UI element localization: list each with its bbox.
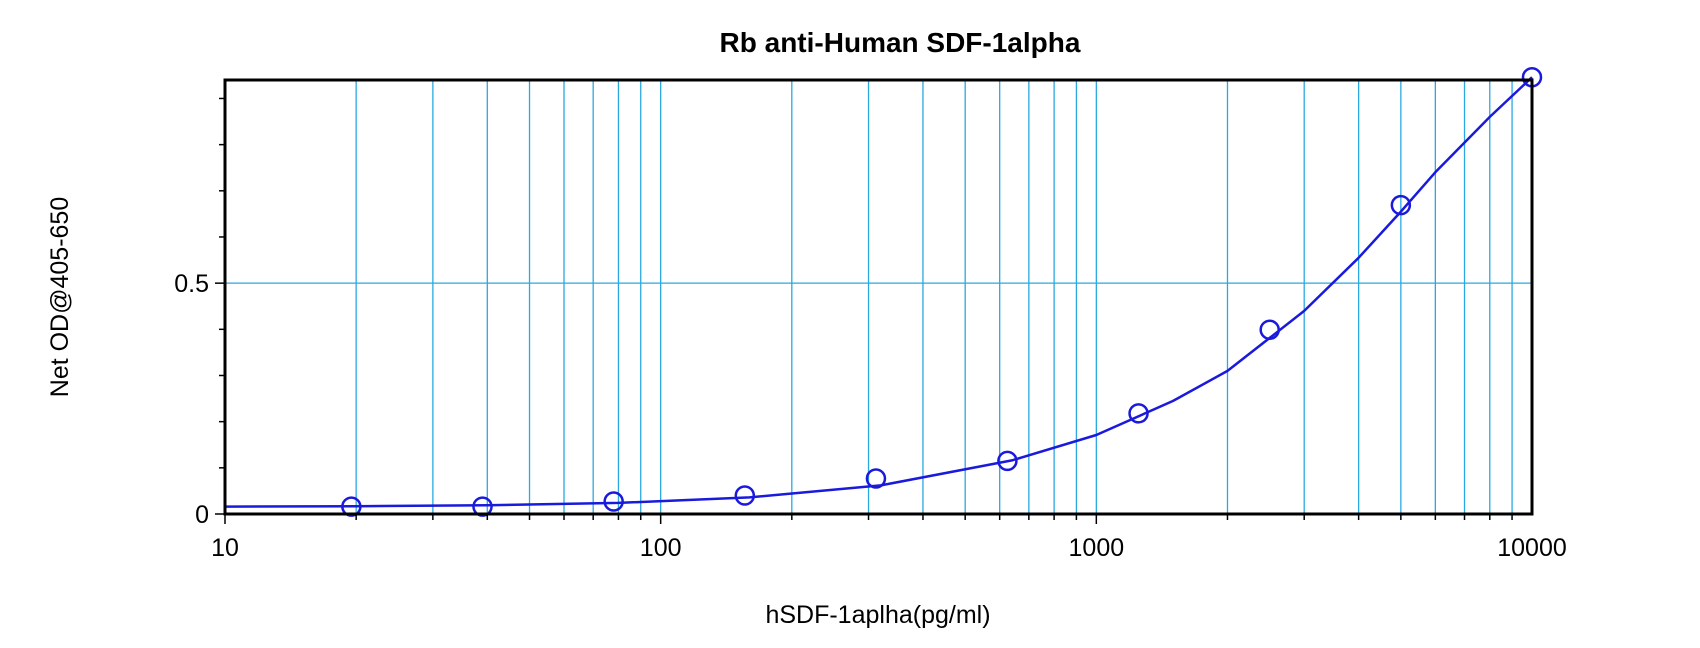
fit-curve-layer — [224, 76, 1533, 508]
data-point — [865, 468, 887, 489]
grid-lines — [225, 80, 1532, 514]
y-tick-label: 0.5 — [174, 270, 209, 298]
data-point — [1390, 194, 1412, 216]
chart-title: Rb anti-Human SDF-1alpha — [720, 27, 1081, 58]
y-axis-ticks: 00.5 — [174, 97, 225, 529]
data-point — [1128, 403, 1149, 424]
data-point — [1259, 319, 1280, 341]
plot-frame — [223, 78, 1534, 516]
y-axis-label: Net OD@405-650 — [46, 197, 74, 397]
x-tick-label: 10 — [211, 534, 239, 562]
y-tick-label: 0 — [195, 501, 209, 529]
fit-curve-line — [224, 76, 1533, 508]
data-point — [734, 485, 756, 506]
data-point — [603, 491, 624, 512]
data-points — [341, 66, 1543, 517]
x-axis-ticks: 10 100 1000 10000 — [211, 514, 1567, 562]
x-tick-label: 10000 — [1497, 534, 1567, 562]
x-tick-label: 100 — [640, 534, 682, 562]
x-axis-label: hSDF-1aplha(pg/ml) — [765, 601, 990, 629]
data-point — [997, 450, 1018, 472]
data-point — [341, 496, 362, 517]
data-point — [472, 496, 493, 517]
x-tick-label: 1000 — [1069, 534, 1125, 562]
